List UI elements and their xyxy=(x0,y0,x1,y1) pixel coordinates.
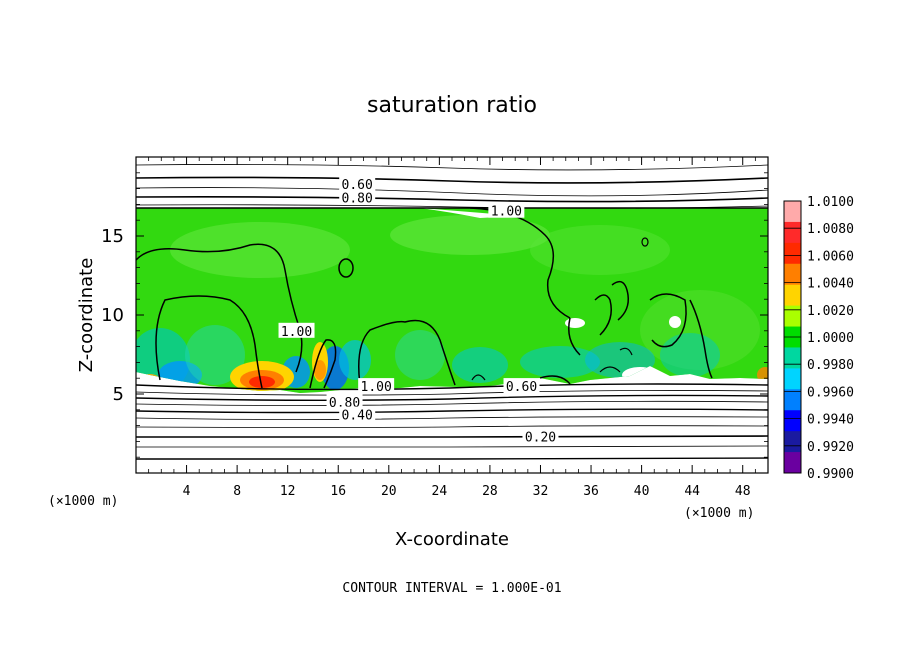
colorbar-swatch xyxy=(784,263,801,286)
colorbar-swatch xyxy=(784,201,801,223)
saturation-field xyxy=(136,208,768,393)
colorbar-swatch xyxy=(784,242,801,265)
colorbar-label: 1.0080 xyxy=(807,222,854,237)
x-tick-label: 12 xyxy=(280,484,296,499)
x-axis-unit-left: (×1000 m) xyxy=(48,494,118,509)
x-tick-label: 8 xyxy=(233,484,241,499)
x-tick-label: 48 xyxy=(735,484,751,499)
x-axis-label: X-coordinate xyxy=(395,529,509,550)
x-tick-label: 4 xyxy=(183,484,191,499)
contour-label: 1.00 xyxy=(491,205,522,220)
colorbar-swatch xyxy=(784,368,801,390)
colorbar-swatch xyxy=(784,431,801,453)
y-tick-label: 5 xyxy=(113,384,124,405)
contour-label-bg xyxy=(326,393,363,409)
colorbar-swatch xyxy=(784,305,801,328)
y-axis-ticks: 5 10 15 xyxy=(101,172,768,458)
colorbar-label: 0.9900 xyxy=(807,467,854,482)
x-tick-label: 36 xyxy=(583,484,599,499)
colorbar-label: 1.0020 xyxy=(807,304,854,319)
colorbar-swatch xyxy=(784,284,801,307)
contour-label: 0.60 xyxy=(342,178,373,193)
contour-label-bg xyxy=(339,406,376,422)
contour-label-bg xyxy=(503,378,540,394)
x-tick-label: 44 xyxy=(684,484,700,499)
contour-label: 1.00 xyxy=(281,325,312,340)
contour-label: 0.60 xyxy=(506,380,537,395)
contour-label-bg xyxy=(358,378,395,394)
colorbar-swatch xyxy=(784,347,801,369)
contour-label: 0.40 xyxy=(342,409,373,424)
colorbar-label: 0.9980 xyxy=(807,358,854,373)
y-tick-label: 10 xyxy=(101,305,124,326)
contour-label: 1.00 xyxy=(361,380,392,395)
colorbar-swatch xyxy=(784,410,801,432)
colorbar-label: 1.0060 xyxy=(807,249,854,264)
contour-label: 0.80 xyxy=(342,191,373,206)
x-tick-label: 40 xyxy=(634,484,650,499)
colorbar: 1.0100 1.0080 1.0060 1.0040 1.0020 1.0000 0.99… xyxy=(783,195,854,482)
contour-label-bg xyxy=(488,202,525,218)
colorbar-swatch xyxy=(784,221,801,244)
x-tick-label: 20 xyxy=(381,484,397,499)
y-tick-label: 15 xyxy=(101,226,124,247)
colorbar-label: 1.0000 xyxy=(807,331,854,346)
contour-label-bg xyxy=(339,189,376,205)
contour-label-bg xyxy=(278,322,315,338)
colorbar-swatch xyxy=(784,389,801,411)
x-tick-label: 28 xyxy=(482,484,498,499)
x-tick-label: 24 xyxy=(432,484,448,499)
contour-lines xyxy=(135,164,769,460)
colorbar-swatch xyxy=(784,452,801,474)
contour-labels: 0.600.801.001.001.000.800.400.200.60 xyxy=(278,175,559,446)
colorbar-label: 1.0040 xyxy=(807,277,854,292)
x-axis-ticks: 4 8 12 16 20 24 28 32 36 40 44 48 xyxy=(148,157,756,499)
contour-label-bg xyxy=(339,175,376,191)
colorbar-label: 0.9920 xyxy=(807,440,854,455)
chart-title: saturation ratio xyxy=(367,93,537,118)
colorbar-label: 0.9960 xyxy=(807,385,854,400)
x-axis-unit-right: (×1000 m) xyxy=(684,506,754,521)
x-tick-label: 32 xyxy=(533,484,549,499)
colorbar-label: 0.9940 xyxy=(807,413,854,428)
colorbar-label: 1.0100 xyxy=(807,195,854,210)
contour-interval-note: CONTOUR INTERVAL = 1.000E-01 xyxy=(342,581,561,596)
contour-label: 0.20 xyxy=(525,431,556,446)
x-tick-label: 16 xyxy=(330,484,346,499)
contour-label-bg xyxy=(522,428,559,444)
y-axis-label: Z-coordinate xyxy=(76,258,97,373)
